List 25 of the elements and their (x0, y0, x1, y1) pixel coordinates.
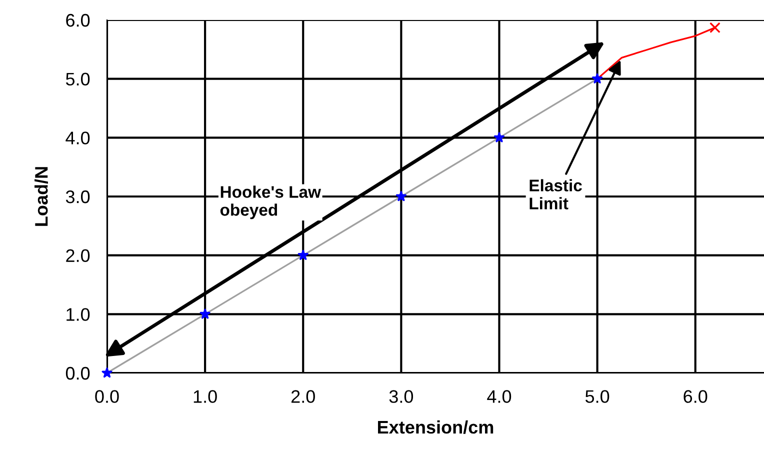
y-axis-title: Load/N (34, 167, 48, 226)
x-axis-title: Extension/cm (378, 420, 494, 434)
x-tick-label: 4.0 (487, 390, 512, 403)
x-tick-label: 0.0 (95, 390, 119, 403)
y-tick-label: 4.0 (66, 132, 90, 144)
x-tick-label: 6.0 (684, 390, 708, 403)
point (494, 132, 505, 142)
y-tick-label: 1.0 (66, 308, 90, 321)
point (102, 368, 112, 378)
point (709, 22, 720, 34)
y-tick-label: 5.0 (66, 72, 90, 86)
y-tick-label: 6.0 (66, 14, 90, 27)
y-tick-label: 2.0 (66, 249, 90, 262)
annotation: Elastic Limit (530, 179, 582, 210)
point (396, 191, 406, 202)
x-tick-label: 5.0 (585, 390, 610, 403)
point (200, 308, 210, 319)
annotation: Hooke's Law obeyed (220, 186, 322, 220)
point (298, 250, 308, 260)
x-tick-label: 3.0 (389, 390, 414, 403)
point (592, 73, 603, 84)
y-tick-label: 3.0 (66, 190, 90, 204)
x-tick-label: 2.0 (291, 390, 315, 403)
y-tick-label: 0.0 (66, 366, 90, 380)
x-tick-label: 1.0 (194, 390, 217, 403)
